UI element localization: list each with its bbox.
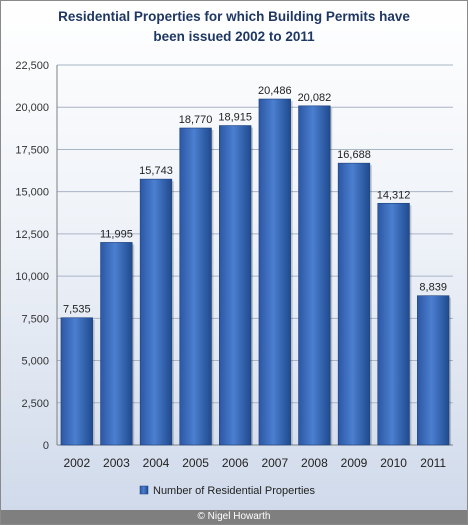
bar bbox=[100, 242, 133, 446]
x-tick-label: 2007 bbox=[261, 456, 288, 470]
legend-label: Number of Residential Properties bbox=[153, 485, 316, 497]
x-tick-label: 2004 bbox=[143, 456, 170, 470]
bar bbox=[258, 98, 291, 446]
x-tick-label: 2008 bbox=[301, 456, 328, 470]
data-label: 18,770 bbox=[179, 114, 213, 126]
y-tick-label: 2,500 bbox=[21, 398, 49, 410]
data-label: 7,535 bbox=[63, 304, 91, 316]
legend-swatch bbox=[139, 485, 149, 495]
y-tick-label: 20,000 bbox=[15, 102, 49, 114]
bar bbox=[298, 105, 331, 446]
bar-chart: 0 2,500 5,000 7,500 10,000 12,500 15,000 17,500… bbox=[15, 60, 453, 497]
bar bbox=[337, 162, 371, 446]
data-label: 15,743 bbox=[139, 165, 173, 177]
chart-title-line-1: Residential Properties for which Buildin… bbox=[58, 9, 410, 24]
bar bbox=[179, 127, 212, 446]
y-tick-label: 15,000 bbox=[15, 187, 49, 199]
x-tick-label: 2005 bbox=[182, 456, 209, 470]
y-tick-label: 10,000 bbox=[15, 271, 49, 283]
x-tick-label: 2010 bbox=[380, 456, 407, 470]
data-label: 20,082 bbox=[298, 92, 332, 104]
data-label: 18,915 bbox=[218, 112, 252, 124]
x-tick-label: 2002 bbox=[63, 456, 90, 470]
y-tick-label: 17,500 bbox=[15, 144, 49, 156]
bar bbox=[60, 317, 93, 446]
y-tick-label: 7,500 bbox=[21, 313, 49, 325]
bar bbox=[219, 125, 252, 446]
x-tick-label: 2006 bbox=[222, 456, 249, 470]
y-tick-label: 22,500 bbox=[15, 60, 49, 72]
data-label: 14,312 bbox=[377, 189, 411, 201]
x-tick-label: 2003 bbox=[103, 456, 130, 470]
y-tick-label: 12,500 bbox=[15, 229, 49, 241]
legend: Number of Residential Properties bbox=[139, 485, 316, 497]
data-label: 16,688 bbox=[337, 149, 371, 161]
data-label: 20,486 bbox=[258, 85, 292, 97]
data-label: 11,995 bbox=[100, 228, 133, 240]
y-tick-label: 5,000 bbox=[21, 356, 49, 368]
x-tick-label: 2009 bbox=[341, 456, 368, 470]
chart-title-line-2: been issued 2002 to 2011 bbox=[153, 29, 315, 44]
bar bbox=[139, 178, 173, 446]
x-tick-label: 2011 bbox=[420, 456, 446, 470]
bar bbox=[417, 295, 450, 446]
data-label: 8,839 bbox=[419, 282, 447, 294]
y-tick-label: 0 bbox=[43, 440, 49, 452]
bar bbox=[377, 202, 410, 446]
copyright-footer: © Nigel Howarth bbox=[1, 510, 467, 524]
chart-title: Residential Properties for which Buildin… bbox=[21, 7, 447, 47]
